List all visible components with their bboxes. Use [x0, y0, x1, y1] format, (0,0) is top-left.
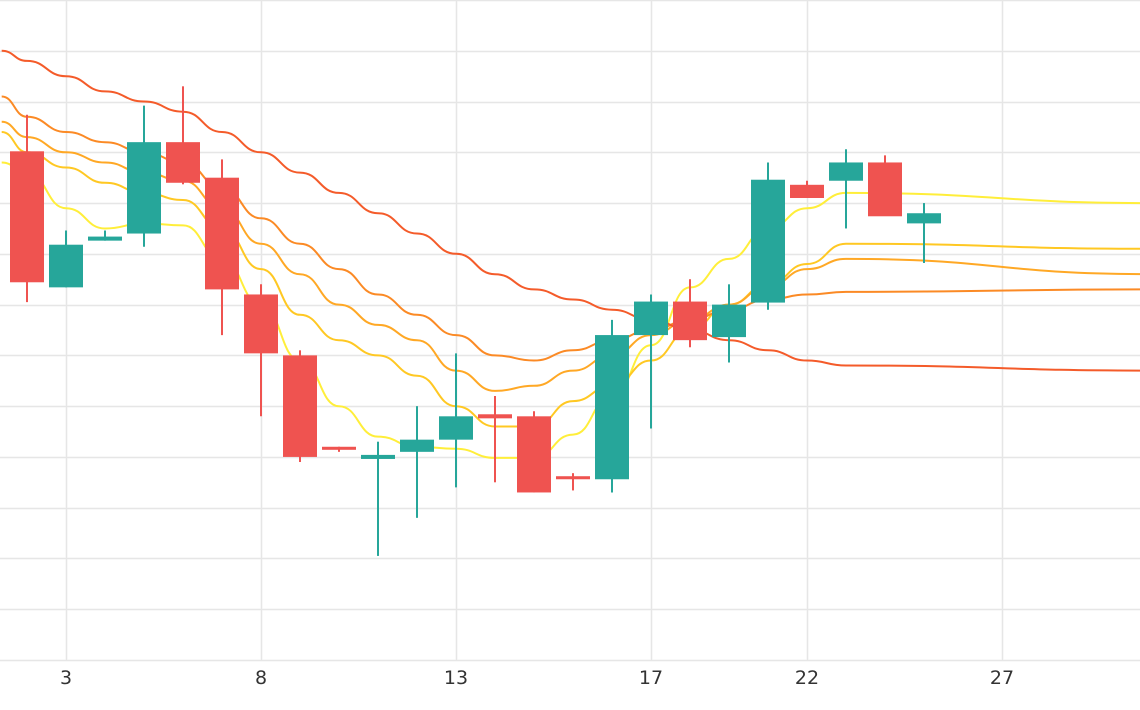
candle-body-up [88, 236, 122, 241]
candle [244, 284, 278, 417]
x-tick-label: 8 [255, 667, 267, 689]
x-tick-label: 17 [639, 667, 663, 689]
x-tick-label: 22 [795, 667, 819, 689]
candle-body-up [361, 454, 395, 459]
candle-body-down [478, 414, 512, 419]
candle [595, 319, 629, 493]
candle-body-down [244, 294, 278, 354]
x-tick-label: 27 [990, 667, 1014, 689]
x-tick-label: 3 [60, 667, 72, 689]
candle [49, 230, 83, 288]
candle [10, 114, 44, 303]
candle [127, 105, 161, 247]
candle [88, 230, 122, 241]
x-axis: 3 8 13 17 22 27 [60, 667, 1014, 689]
candle [322, 446, 356, 452]
candle-body-down [10, 151, 44, 283]
candle-body-down [517, 416, 551, 493]
candle [517, 411, 551, 493]
candle [400, 406, 434, 518]
candle [712, 284, 746, 363]
candle [361, 441, 395, 556]
candle [868, 155, 902, 217]
candle-body-down [166, 142, 200, 183]
candle-body-up [49, 244, 83, 288]
candle [634, 294, 668, 429]
candle-body-down [673, 301, 707, 341]
moving-average-line-ma-4 [1, 95, 1140, 362]
candle-body-down [868, 162, 902, 217]
candle [907, 203, 941, 263]
candle-body-up [634, 301, 668, 336]
candle [556, 473, 590, 491]
candle-body-up [907, 213, 941, 224]
candle-body-up [439, 416, 473, 440]
candle [673, 279, 707, 348]
grid-layer [0, 0, 1140, 662]
candle-body-up [829, 162, 863, 181]
candle [439, 353, 473, 488]
candle [829, 149, 863, 229]
candle-body-down [556, 476, 590, 480]
candle-body-up [400, 439, 434, 452]
candle-body-down [790, 184, 824, 198]
candle-body-up [751, 179, 785, 303]
candle-body-down [283, 355, 317, 457]
candle [166, 86, 200, 185]
moving-average-line-ma-fast [1, 161, 1140, 459]
candle-body-up [127, 142, 161, 234]
candle [751, 162, 785, 310]
candle-body-up [712, 304, 746, 338]
candle-body-down [205, 177, 239, 290]
candle-body-up [595, 335, 629, 480]
x-tick-label: 13 [444, 667, 468, 689]
candle-body-down [322, 446, 356, 450]
candle-layer [10, 86, 941, 556]
candle [205, 159, 239, 336]
candle [790, 180, 824, 198]
candle [283, 350, 317, 462]
moving-average-line-ma-slow [1, 49, 1140, 372]
candle [478, 396, 512, 483]
